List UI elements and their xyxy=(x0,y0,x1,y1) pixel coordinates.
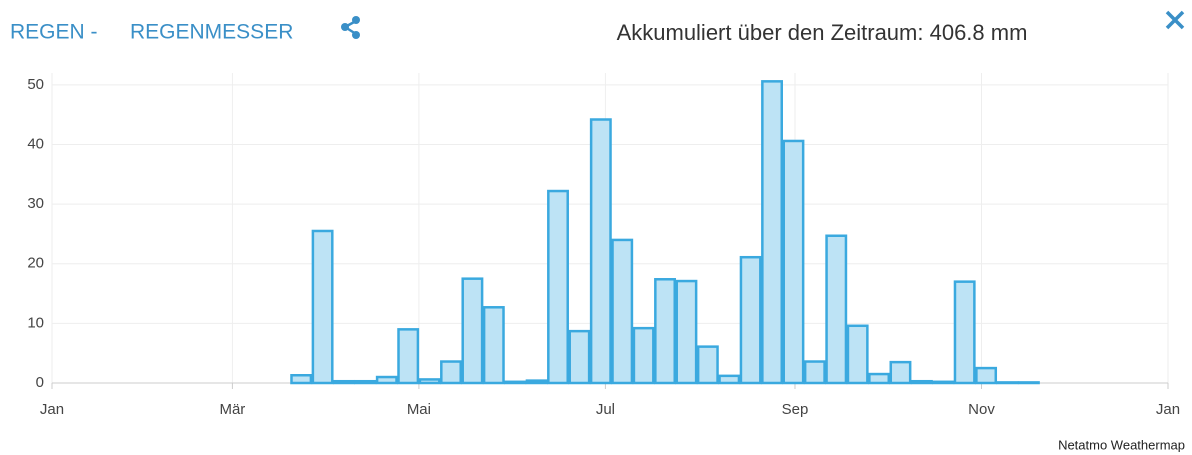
x-tick-label: Jan xyxy=(40,401,64,418)
accumulated-total: Akkumuliert über den Zeitraum: 406.8 mm xyxy=(617,20,1028,45)
bar xyxy=(440,360,462,385)
bar xyxy=(696,345,719,385)
bar xyxy=(803,360,826,385)
bar xyxy=(461,277,484,385)
bar xyxy=(782,139,805,385)
bar xyxy=(568,329,591,385)
bar xyxy=(825,234,848,385)
bar xyxy=(846,324,869,385)
bar xyxy=(910,379,933,385)
bar xyxy=(397,328,420,385)
bar xyxy=(1017,381,1040,385)
bar xyxy=(718,374,741,385)
x-tick-label: Mär xyxy=(219,401,245,418)
bar xyxy=(333,379,355,385)
credit: Netatmo Weathermap xyxy=(1058,437,1185,452)
bar xyxy=(654,278,676,385)
y-tick-label: 0 xyxy=(36,374,44,391)
bar xyxy=(547,189,569,385)
x-tick-label: Mai xyxy=(407,401,431,418)
share-icon[interactable] xyxy=(341,16,360,39)
bar xyxy=(611,238,634,385)
x-tick-label: Sep xyxy=(782,401,809,418)
y-tick-label: 40 xyxy=(27,136,44,153)
bar xyxy=(418,378,441,385)
y-tick-label: 50 xyxy=(27,76,44,93)
sensor-name: REGENMESSER xyxy=(130,21,293,44)
bar xyxy=(889,360,912,385)
bar xyxy=(354,379,377,385)
bar xyxy=(589,118,612,385)
bar xyxy=(761,80,784,385)
bar xyxy=(932,380,955,385)
x-tick-label: Jul xyxy=(596,401,615,418)
bar xyxy=(675,279,698,385)
bar xyxy=(975,366,998,385)
bar xyxy=(996,381,1019,385)
bar xyxy=(504,380,527,385)
bar xyxy=(953,280,976,385)
x-tick-label: Nov xyxy=(968,401,995,418)
bar xyxy=(868,372,891,385)
bar xyxy=(375,375,398,385)
bar xyxy=(482,306,505,385)
y-tick-label: 20 xyxy=(27,255,44,272)
bar xyxy=(525,379,548,385)
widget-title: REGEN - xyxy=(10,21,98,44)
y-tick-label: 10 xyxy=(27,314,44,331)
x-tick-label: Jan xyxy=(1156,401,1180,418)
close-button[interactable] xyxy=(1165,10,1185,30)
bar xyxy=(311,229,334,385)
y-tick-label: 30 xyxy=(27,195,44,212)
bar xyxy=(632,326,655,385)
bar xyxy=(290,374,313,385)
bar xyxy=(739,255,762,385)
